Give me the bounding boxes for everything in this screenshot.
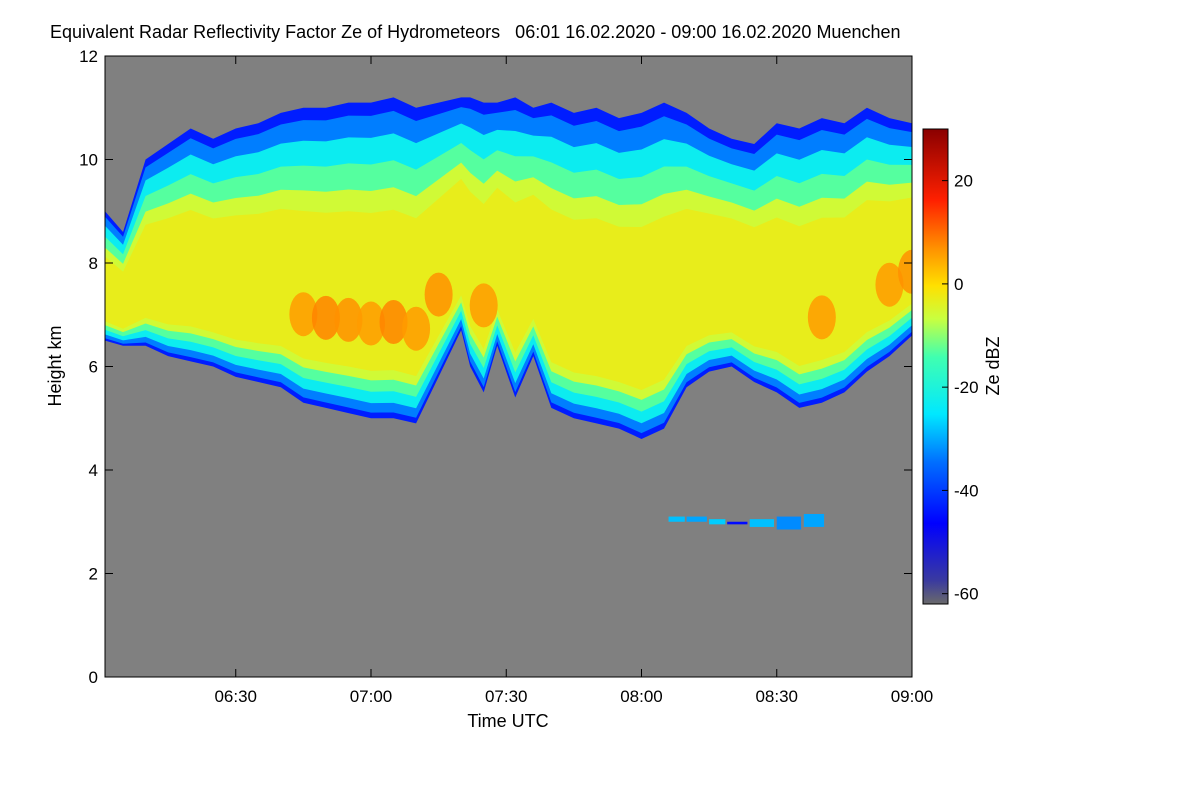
- y-axis-label: Height km: [45, 325, 65, 406]
- y-axis: 0 2 4 6 8 10 12: [79, 47, 912, 687]
- cloud-band-level-5: [105, 178, 912, 391]
- secondary-layer-segment: [727, 521, 748, 525]
- reflectivity-core: [334, 297, 363, 342]
- reflectivity-core: [311, 295, 340, 340]
- x-tick-label: 07:30: [485, 687, 528, 706]
- reflectivity-data: [105, 97, 912, 530]
- chart-title: Equivalent Radar Reflectivity Factor Ze …: [50, 22, 901, 42]
- x-tick-label: 08:30: [755, 687, 798, 706]
- reflectivity-core: [469, 283, 498, 328]
- colorbar-tick-label: 0: [954, 275, 963, 294]
- y-tick-label: 12: [79, 47, 98, 66]
- reflectivity-core: [379, 299, 408, 344]
- x-tick-label: 06:30: [214, 687, 257, 706]
- reflectivity-core: [807, 295, 836, 340]
- secondary-layer-segment: [803, 513, 825, 527]
- secondary-layer-segment: [668, 516, 685, 522]
- colorbar-tick-label: -40: [954, 481, 979, 500]
- x-axis-label: Time UTC: [467, 711, 548, 731]
- x-tick-label: 08:00: [620, 687, 663, 706]
- x-axis: 06:30 07:00 07:30 08:00 08:30 09:00: [214, 56, 933, 706]
- y-tick-label: 2: [89, 565, 98, 584]
- secondary-layer-segment: [686, 516, 707, 522]
- reflectivity-core: [898, 249, 912, 294]
- colorbar-tick-label: -60: [954, 585, 979, 604]
- y-tick-label: 4: [89, 461, 98, 480]
- colorbar-tick-label: 20: [954, 172, 973, 191]
- colorbar: [922, 128, 949, 605]
- y-tick-label: 8: [89, 254, 98, 273]
- secondary-layer-segment: [776, 516, 802, 530]
- reflectivity-core: [875, 262, 904, 307]
- colorbar-axis: 20 0 -20 -40 -60: [942, 172, 979, 604]
- x-tick-label: 09:00: [891, 687, 934, 706]
- reflectivity-core: [424, 272, 453, 317]
- reflectivity-core: [402, 306, 431, 351]
- reflectivity-core: [289, 292, 318, 337]
- colorbar-label: Ze dBZ: [983, 336, 1003, 395]
- y-tick-label: 10: [79, 151, 98, 170]
- secondary-layer-segment: [709, 519, 726, 525]
- y-tick-label: 0: [89, 668, 98, 687]
- secondary-layer-segment: [749, 519, 775, 527]
- colorbar-tick-label: -20: [954, 378, 979, 397]
- y-tick-label: 6: [89, 358, 98, 377]
- x-tick-label: 07:00: [350, 687, 393, 706]
- reflectivity-core: [356, 301, 385, 346]
